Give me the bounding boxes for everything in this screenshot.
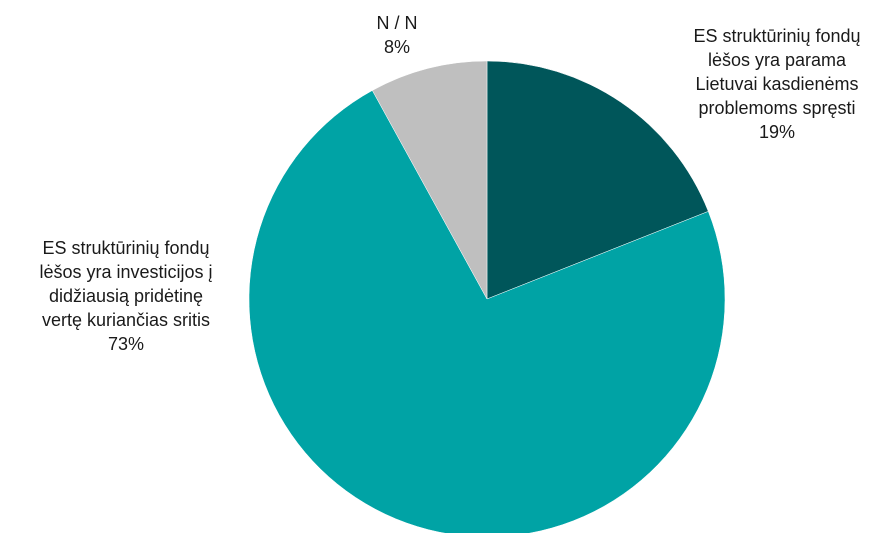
slice-label-eu-funds-investments: ES struktūrinių fondų lėšos yra investic… [0, 236, 252, 356]
pie-slices [248, 60, 726, 533]
slice-label-line: didžiausią pridėtinę [48, 286, 204, 306]
slice-label-line: Lietuvai kasdienėms [695, 74, 859, 94]
slice-eu-funds-investments [248, 90, 726, 533]
slice-label-line: vertę kuriančias sritis [41, 310, 211, 330]
slice-value-label: 19% [758, 122, 796, 142]
slice-label-line: problemoms spręsti [698, 98, 856, 118]
slice-label-eu-funds-daily-problems: ES struktūrinių fondų lėšos yra parama L… [666, 24, 888, 144]
slice-value-label: 8% [383, 37, 410, 57]
slice-label-line: lėšos yra parama [707, 50, 847, 70]
slice-no-answer [372, 60, 488, 300]
slice-label-line: N / N [376, 13, 418, 33]
slice-label-line: lėšos yra investicijos į [39, 262, 213, 282]
slice-value-label: 73% [107, 334, 145, 354]
slice-label-line: ES struktūrinių fondų [693, 26, 861, 46]
slice-eu-funds-daily-problems [486, 60, 709, 300]
slice-label-no-answer: N / N 8% [357, 11, 437, 59]
slice-label-line: ES struktūrinių fondų [42, 238, 210, 258]
